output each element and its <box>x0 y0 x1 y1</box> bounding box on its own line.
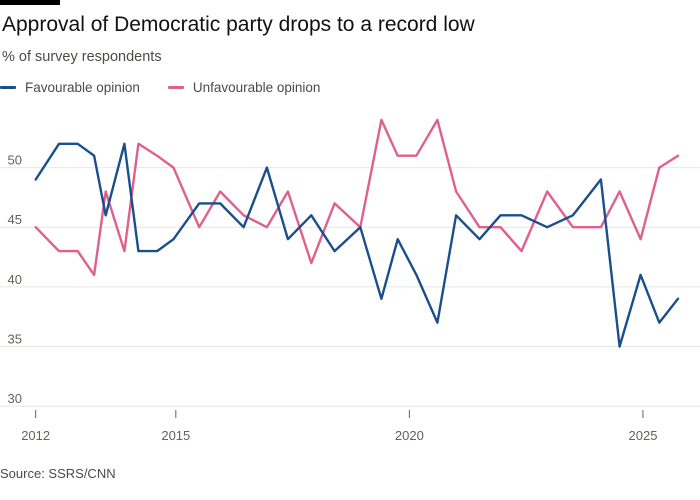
y-tick-label-45: 45 <box>8 212 22 227</box>
line-chart: 30 35 40 45 50 2012 2015 2020 2025 <box>0 118 700 443</box>
series-line-unfavourable <box>34 118 680 277</box>
legend: Favourable opinion Unfavourable opinion <box>0 80 348 95</box>
x-tick-label-2015: 2015 <box>161 428 190 443</box>
legend-item-favourable: Favourable opinion <box>0 80 140 95</box>
legend-swatch-unfavourable <box>167 86 184 89</box>
x-tick-label-2025: 2025 <box>629 428 658 443</box>
series-line-favourable <box>34 142 680 348</box>
y-tick-label-35: 35 <box>8 331 22 346</box>
x-tick-label-2012: 2012 <box>21 428 50 443</box>
legend-label-unfavourable: Unfavourable opinion <box>192 80 321 95</box>
legend-item-unfavourable: Unfavourable opinion <box>167 80 321 95</box>
y-tick-label-50: 50 <box>8 153 22 168</box>
chart-subtitle: % of survey respondents <box>2 49 162 65</box>
legend-swatch-favourable <box>0 86 16 89</box>
legend-label-favourable: Favourable opinion <box>25 80 140 95</box>
brand-bar <box>0 0 60 5</box>
y-tick-label-40: 40 <box>8 272 22 287</box>
x-tick-label-2020: 2020 <box>395 428 424 443</box>
chart-source: Source: SSRS/CNN <box>0 466 116 481</box>
y-tick-label-30: 30 <box>8 391 22 406</box>
chart-title: Approval of Democratic party drops to a … <box>2 13 475 36</box>
